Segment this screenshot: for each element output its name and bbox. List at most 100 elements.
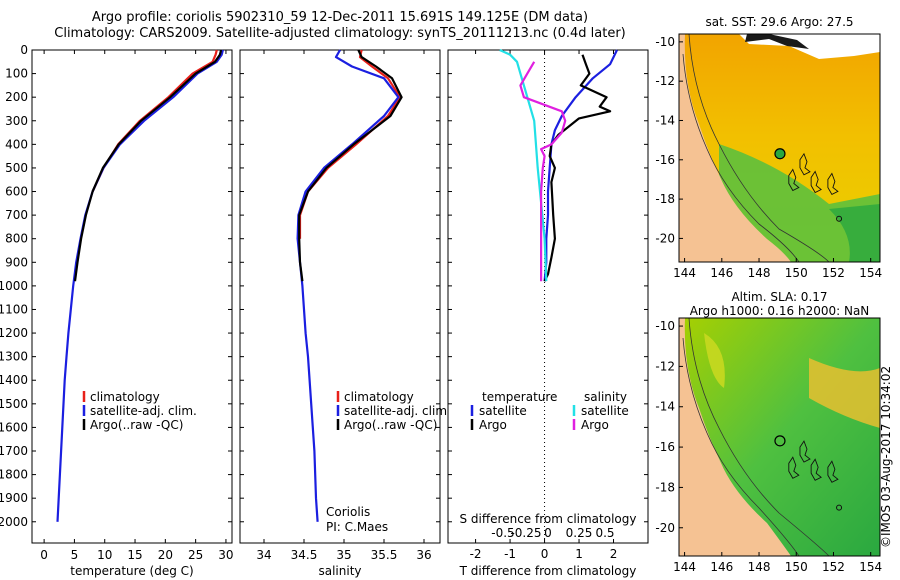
legend-label: Argo(..raw -QC) xyxy=(344,418,437,432)
x-tick-label: 30 xyxy=(218,548,233,562)
map-reef-outline xyxy=(810,170,822,194)
map-high-sla xyxy=(704,333,725,388)
map-y-tick-label: -12 xyxy=(655,359,675,373)
map-y-tick-label: -14 xyxy=(655,400,675,414)
series-line-argo-raw-qc- xyxy=(298,49,403,282)
map-reef-outline xyxy=(827,460,839,483)
map-x-tick-label: 150 xyxy=(785,560,808,574)
x-tick-label: 25 xyxy=(188,548,203,562)
x-tick-label: 10 xyxy=(97,548,112,562)
map-x-tick-label: 144 xyxy=(673,560,696,574)
map-x-tick-label: 144 xyxy=(673,266,696,280)
map-title: sat. SST: 29.6 Argo: 27.5 xyxy=(705,15,853,29)
y-tick-label: 0 xyxy=(20,43,28,57)
map-reef-outline xyxy=(788,168,800,192)
map-png-coast xyxy=(745,34,809,49)
chart-title-line1: Argo profile: coriolis 5902310_59 12-Dec… xyxy=(91,10,589,25)
plot-frame xyxy=(447,49,649,544)
legend-label: Argo xyxy=(581,418,609,432)
map-y-tick-label: -14 xyxy=(655,113,675,127)
series-line-argo-raw-qc- xyxy=(73,49,223,282)
legend-label: satellite xyxy=(581,404,629,418)
x-tick-label: 36 xyxy=(416,548,431,562)
x-tick-label-s: 0 xyxy=(544,526,552,540)
map-x-tick-label: 152 xyxy=(822,560,845,574)
map-y-tick-label: -16 xyxy=(655,153,675,167)
series-line-salinity-argo xyxy=(519,61,567,282)
x-tick-label-s: -0.5 xyxy=(491,526,514,540)
y-tick-label: 500 xyxy=(5,161,28,175)
x-tick-label: 5 xyxy=(71,548,79,562)
y-tick-label: 1700 xyxy=(0,444,28,458)
map-contour xyxy=(688,33,830,263)
plot-frame xyxy=(31,49,233,544)
map-reef-outline xyxy=(810,458,822,481)
y-tick-label: 700 xyxy=(5,208,28,222)
map-reef-outline xyxy=(827,172,839,196)
profile-panel-2: 34 34.5 35 35.5 36 salinity climatologysatelli… xyxy=(239,49,451,578)
legend-label: climatology xyxy=(344,390,414,404)
map-y-tick-label: -12 xyxy=(655,74,675,88)
map-x-tick-label: 150 xyxy=(785,266,808,280)
annotation-pi: PI: C.Maes xyxy=(326,520,388,534)
map-high-sla xyxy=(809,358,880,428)
x-tick-label-t: 1 xyxy=(575,547,583,561)
y-tick-label: 1000 xyxy=(0,279,28,293)
map-reef-outline xyxy=(799,440,811,463)
y-tick-label: 100 xyxy=(5,67,28,81)
x-tick-label: 15 xyxy=(127,548,142,562)
map-reef-outline xyxy=(788,456,800,479)
y-tick-label: 1900 xyxy=(0,491,28,505)
x-tick-label: 0 xyxy=(40,548,48,562)
x-tick-label-s: 0.25 xyxy=(566,526,593,540)
argo-float-marker xyxy=(774,148,786,160)
y-tick-label: 1500 xyxy=(0,397,28,411)
legend-label: satellite xyxy=(479,404,527,418)
x-axis-label: salinity xyxy=(318,564,361,578)
argo-float-marker xyxy=(774,435,786,447)
x-tick-label-t: 0 xyxy=(541,547,549,561)
map-y-tick-label: -16 xyxy=(655,440,675,454)
map-land xyxy=(679,34,791,262)
y-tick-label: 600 xyxy=(5,185,28,199)
x-tick-label: 34 xyxy=(256,548,271,562)
map-reef-outline xyxy=(836,504,843,511)
map-frame xyxy=(678,317,881,557)
x-axis-label-s: S difference from climatology xyxy=(460,512,637,526)
map-y-tick-label: -18 xyxy=(655,192,675,206)
map-x-tick-label: 152 xyxy=(822,266,845,280)
map-subtitle: Argo h1000: 0.16 h2000: NaN xyxy=(690,304,870,318)
y-tick-label: 1100 xyxy=(0,302,28,316)
x-tick-label-s: 0.5 xyxy=(595,526,614,540)
map-panel-1: 144 146 148 150 152 154 -10 -12 -14 -16 -18 -20 sat.… xyxy=(655,15,882,280)
map-title: Altim. SLA: 0.17 xyxy=(731,290,827,304)
map-land xyxy=(679,318,791,556)
map-x-tick-label: 148 xyxy=(748,266,771,280)
y-tick-label: 2000 xyxy=(0,515,28,529)
legend-label: salinity xyxy=(584,390,627,404)
series-line-satellite-adj-clim- xyxy=(56,49,224,522)
x-tick-label: 20 xyxy=(158,548,173,562)
series-line-salinity-satellite xyxy=(499,48,548,282)
y-tick-label: 1200 xyxy=(0,326,28,340)
y-tick-label: 900 xyxy=(5,255,28,269)
x-tick-label-t: 2 xyxy=(610,547,618,561)
y-tick-label: 300 xyxy=(5,114,28,128)
map-reef-outline xyxy=(836,215,843,222)
legend-label: climatology xyxy=(90,390,160,404)
map-y-tick-label: -10 xyxy=(655,35,675,49)
y-tick-label: 200 xyxy=(5,90,28,104)
map-frame xyxy=(678,33,881,263)
y-tick-label: 1800 xyxy=(0,468,28,482)
map-y-tick-label: -10 xyxy=(655,319,675,333)
profile-panel-3: -2 -1 0 1 2 -0.5-0.25 0 0.25 0.5S difference fro… xyxy=(447,48,649,578)
legend-label: Argo(..raw -QC) xyxy=(90,418,183,432)
map-x-tick-label: 146 xyxy=(710,266,733,280)
map-reef-outline xyxy=(799,152,811,176)
x-axis-label: temperature (deg C) xyxy=(70,564,193,578)
map-y-tick-label: -18 xyxy=(655,480,675,494)
map-x-tick-label: 154 xyxy=(859,266,882,280)
legend-label: satellite-adj. clim. xyxy=(90,404,197,418)
y-tick-label: 400 xyxy=(5,137,28,151)
x-tick-label: 35.5 xyxy=(371,548,398,562)
